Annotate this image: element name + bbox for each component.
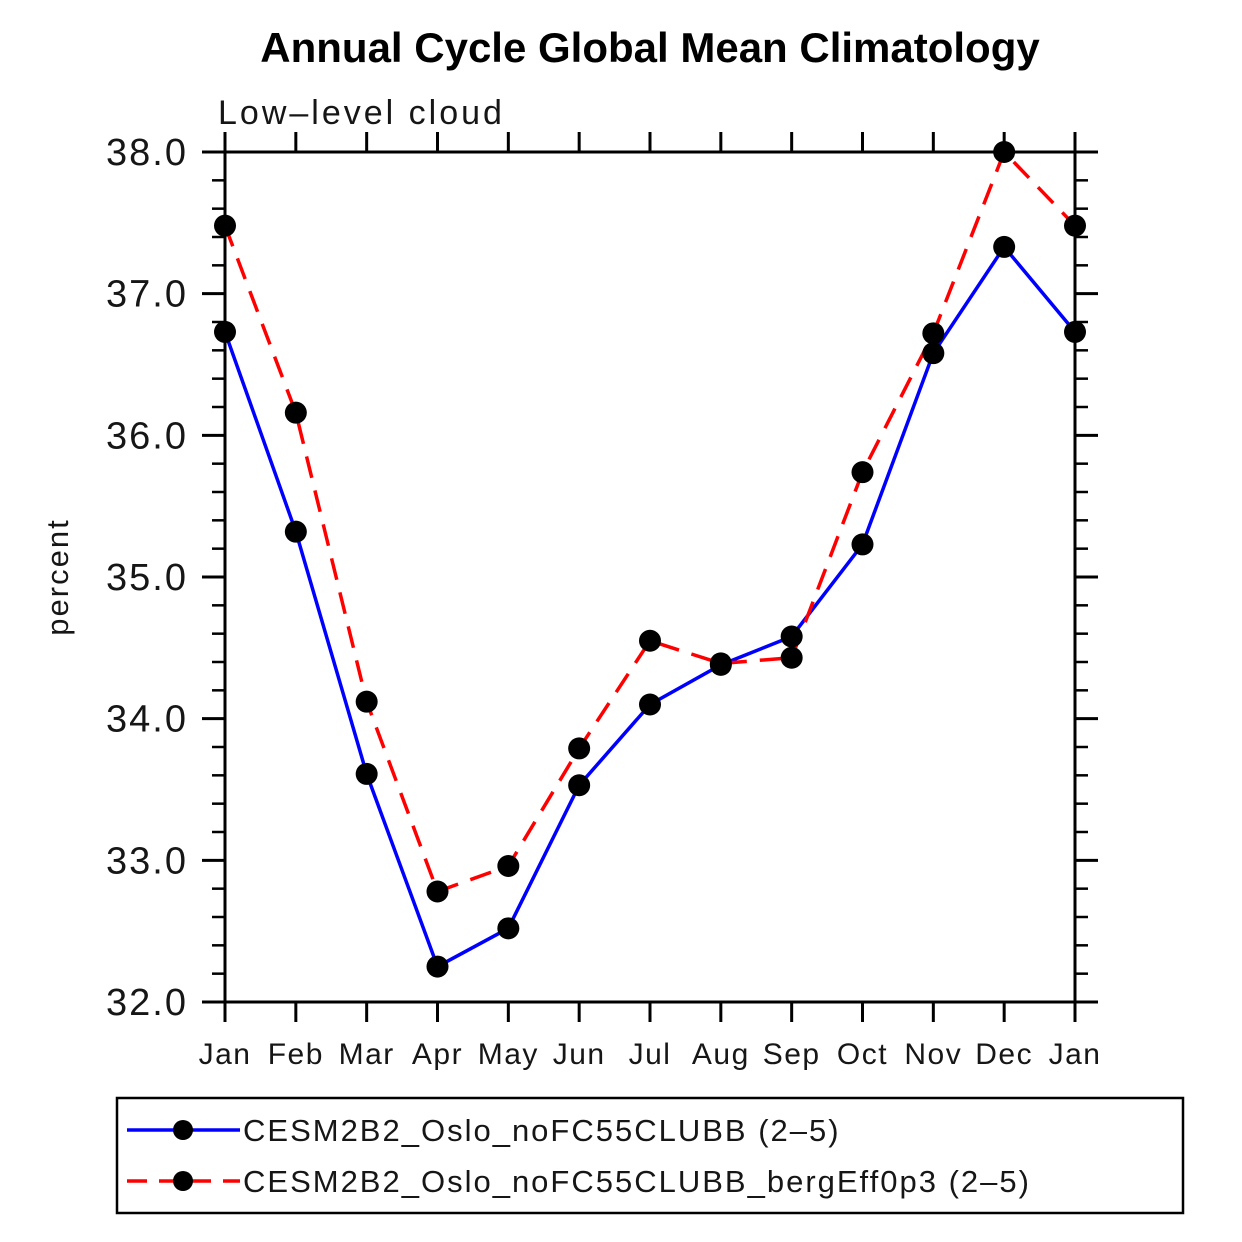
data-point-series-1 <box>497 917 520 940</box>
data-point-series-2 <box>497 855 520 877</box>
legend-border <box>115 1096 1185 1215</box>
chart-subtitle: Low–level cloud <box>218 94 505 132</box>
y-tick-label: 33.0 <box>106 840 188 882</box>
y-tick-label: 38.0 <box>106 132 188 174</box>
x-tick-label: Jul <box>629 1038 672 1071</box>
x-tick-label: Dec <box>975 1038 1033 1071</box>
data-point-series-1 <box>922 342 945 365</box>
data-point-series-1 <box>851 533 874 556</box>
y-tick-label: 34.0 <box>106 699 188 741</box>
legend-label-series-2: CESM2B2_Oslo_noFC55CLUBB_bergEff0p3 (2–5… <box>243 1164 1031 1199</box>
data-point-series-1 <box>426 955 449 978</box>
data-point-series-2 <box>709 652 732 675</box>
data-point-series-1 <box>993 235 1016 258</box>
data-point-series-2 <box>568 737 591 760</box>
y-tick-label: 37.0 <box>106 274 188 316</box>
legend-marker-series-2 <box>173 1171 193 1191</box>
data-point-series-1 <box>639 693 661 716</box>
data-point-series-1 <box>284 520 307 543</box>
data-point-series-1 <box>355 762 378 785</box>
data-point-series-2 <box>639 629 661 652</box>
data-point-series-2 <box>1064 214 1086 237</box>
legend-box: CESM2B2_Oslo_noFC55CLUBB (2–5) CESM2B2_O… <box>115 1096 1185 1215</box>
data-point-series-1 <box>214 320 236 343</box>
x-tick-label: Jan <box>199 1038 252 1071</box>
data-point-series-2 <box>993 141 1016 163</box>
plot-area: Jan Feb Mar Apr May Jun Jul Aug Sep Oct Nov Dec Jan 3… <box>106 132 1102 1071</box>
data-point-series-2 <box>426 880 449 903</box>
legend-marker-series-1 <box>173 1120 193 1140</box>
data-point-series-1 <box>1064 320 1086 343</box>
x-tick-label: Feb <box>268 1038 324 1071</box>
x-tick-label: May <box>478 1038 539 1071</box>
x-tick-label: Nov <box>904 1038 962 1071</box>
y-tick-label: 35.0 <box>106 557 188 599</box>
series-line-1 <box>223 243 1077 970</box>
data-point-series-2 <box>851 461 874 484</box>
y-axis-label: percent <box>40 518 75 635</box>
y-tick-label: 32.0 <box>106 982 188 1024</box>
series-line-2 <box>223 148 1077 894</box>
legend-swatches <box>127 1120 240 1191</box>
x-tick-label: Aug <box>692 1038 750 1071</box>
x-tick-label: Jan <box>1049 1038 1102 1071</box>
data-point-series-1 <box>780 625 803 648</box>
plot-frame <box>223 150 1077 1004</box>
data-point-series-1 <box>568 774 591 797</box>
x-tick-label: Sep <box>763 1038 821 1071</box>
x-tick-label: Apr <box>412 1038 463 1071</box>
x-tick-label: Oct <box>837 1038 888 1071</box>
data-point-series-2 <box>780 646 803 669</box>
data-point-series-2 <box>284 401 307 424</box>
legend-label-series-1: CESM2B2_Oslo_noFC55CLUBB (2–5) <box>243 1113 841 1148</box>
data-point-series-2 <box>922 322 945 345</box>
x-tick-label: Jun <box>553 1038 606 1071</box>
y-tick-label: 36.0 <box>106 415 188 457</box>
x-tick-label: Mar <box>339 1038 395 1071</box>
data-point-series-2 <box>355 690 378 713</box>
chart-title: Annual Cycle Global Mean Climatology <box>260 24 1040 71</box>
data-point-series-2 <box>214 214 236 237</box>
